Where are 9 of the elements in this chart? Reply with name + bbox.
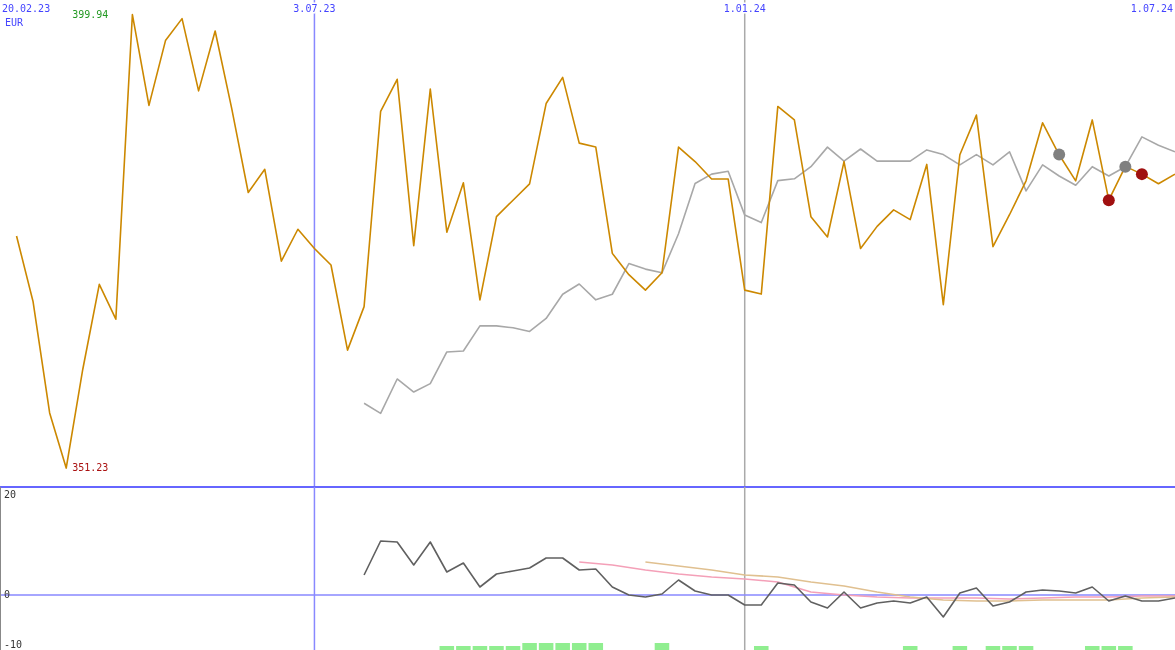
y-tick-label: 0	[4, 589, 11, 600]
x-tick-label: 1.07.24	[1130, 3, 1173, 14]
y-tick-label: 351.23	[72, 462, 109, 474]
y-tick-label: 20	[4, 489, 17, 500]
y-tick-label: -10	[4, 639, 23, 650]
x-tick-label: 20.02.23	[2, 3, 51, 14]
y-tick-label: 399.94	[72, 8, 109, 20]
x-tick-label: 1.01.24	[723, 3, 766, 14]
y-axis-title: EUR	[5, 17, 25, 28]
